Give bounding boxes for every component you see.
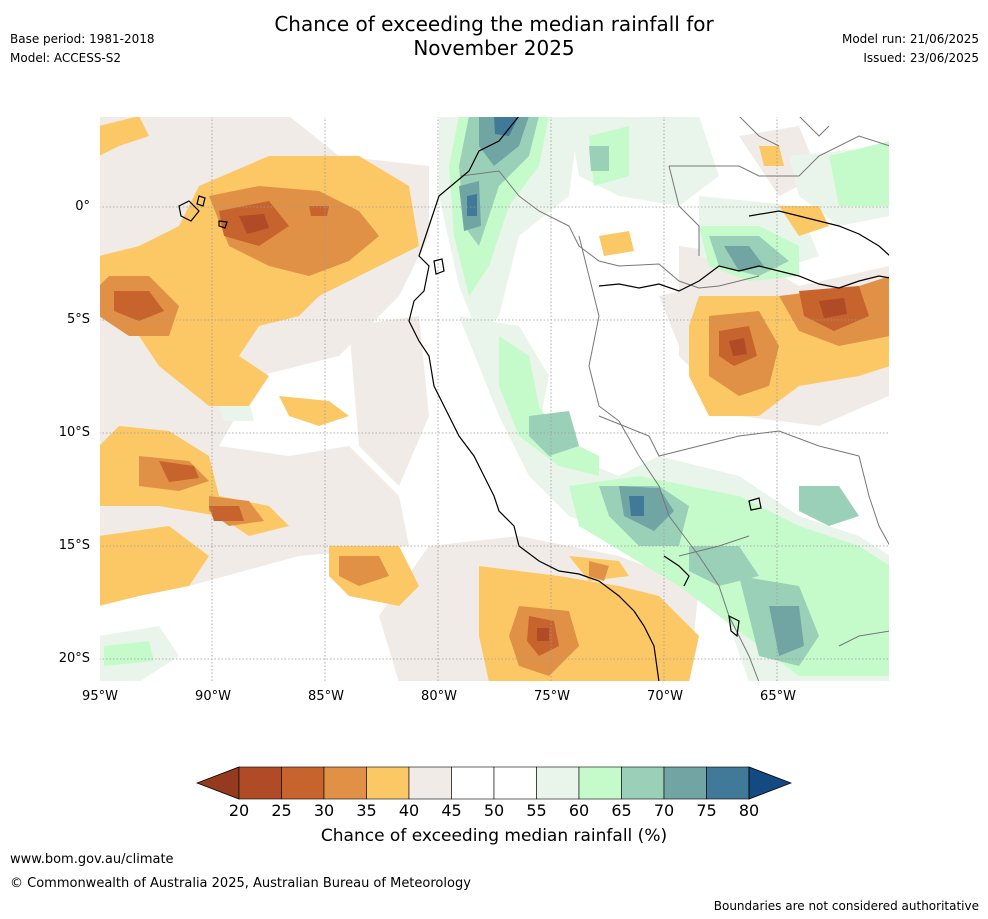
lon-label-65w: 65°W [760, 689, 796, 704]
colorbar-tick-label: 55 [526, 801, 547, 820]
meta-left: Base period: 1981-2018 Model: ACCESS-S2 [10, 30, 155, 68]
footer-note: Boundaries are not considered authoritat… [713, 899, 979, 913]
lat-label-0: 0° [75, 199, 90, 214]
colorbar-tick-label: 20 [228, 801, 250, 820]
issued-text: Issued: 23/06/2025 [863, 51, 979, 65]
colorbar-tick-label: 65 [611, 801, 632, 820]
base-period-text: Base period: 1981-2018 [10, 32, 155, 46]
colorbar-segment [281, 766, 325, 800]
colorbar-segment [323, 766, 367, 800]
colorbar-segment [621, 766, 665, 800]
map-title-line2: November 2025 [413, 36, 575, 60]
lon-label-80w: 80°W [421, 689, 457, 704]
map-gridlines [99, 116, 890, 682]
lat-label-10s: 10°S [58, 425, 90, 440]
colorbar-tick-label: 75 [696, 801, 717, 820]
colorbar-tick-label: 70 [653, 801, 675, 820]
colorbar-segment [408, 766, 452, 800]
lon-label-90w: 90°W [195, 689, 231, 704]
colorbar-under-triangle [195, 766, 240, 800]
colorbar-segment [706, 766, 750, 800]
coastline [178, 116, 890, 682]
colorbar-segment [451, 766, 495, 800]
colorbar-segment [578, 766, 622, 800]
rainfall-map-svg [99, 116, 890, 682]
lat-label-5s: 5°S [66, 312, 90, 327]
lon-label-85w: 85°W [308, 689, 344, 704]
meta-right: Model run: 21/06/2025 Issued: 23/06/2025 [842, 30, 979, 68]
lat-label-15s: 15°S [58, 538, 90, 553]
colorbar-tick-label: 40 [398, 801, 420, 820]
colorbar-label: Chance of exceeding median rainfall (%) [320, 826, 668, 846]
rainfall-map [99, 116, 890, 682]
country-boundaries [460, 116, 890, 682]
model-run-text: Model run: 21/06/2025 [841, 32, 979, 46]
colorbar-tick-label: 50 [483, 801, 505, 820]
colorbar-segment [366, 766, 410, 800]
colorbar-segment [238, 766, 282, 800]
map-title-line1: Chance of exceeding the median rainfall … [274, 12, 714, 36]
model-text: Model: ACCESS-S2 [10, 51, 122, 65]
lon-label-75w: 75°W [534, 689, 570, 704]
colorbar-segment [493, 766, 537, 800]
colorbar-tick-label: 45 [441, 801, 462, 820]
probability-band-20-25 [239, 214, 847, 641]
colorbar-segment [663, 766, 707, 800]
colorbar-tick-label: 60 [568, 801, 590, 820]
colorbar-tick-label: 35 [356, 801, 377, 820]
footer-copyright: © Commonwealth of Australia 2025, Austra… [10, 876, 471, 891]
colorbar-tick-label: 30 [313, 801, 335, 820]
colorbar-over-triangle [748, 766, 793, 800]
colorbar-segment [536, 766, 580, 800]
lat-label-20s: 20°S [58, 651, 90, 666]
map-title: Chance of exceeding the median rainfall … [0, 12, 988, 60]
colorbar-tick-label: 25 [271, 801, 292, 820]
lon-label-95w: 95°W [82, 689, 118, 704]
map-border [99, 116, 890, 682]
colorbar-tick-label: 80 [738, 801, 760, 820]
footer-url[interactable]: www.bom.gov.au/climate [10, 852, 174, 867]
probability-band-75-80 [467, 116, 644, 516]
lon-label-70w: 70°W [647, 689, 683, 704]
colorbar [195, 766, 793, 800]
colorbar-svg [195, 766, 793, 800]
